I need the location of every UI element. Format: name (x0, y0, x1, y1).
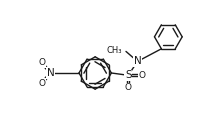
Text: N: N (134, 56, 141, 66)
Text: O: O (38, 78, 46, 88)
Text: O: O (139, 71, 146, 80)
Text: O: O (38, 58, 46, 67)
Text: N: N (47, 68, 54, 78)
Text: O: O (125, 83, 132, 92)
Text: S: S (125, 70, 132, 80)
Text: CH₃: CH₃ (107, 46, 122, 55)
